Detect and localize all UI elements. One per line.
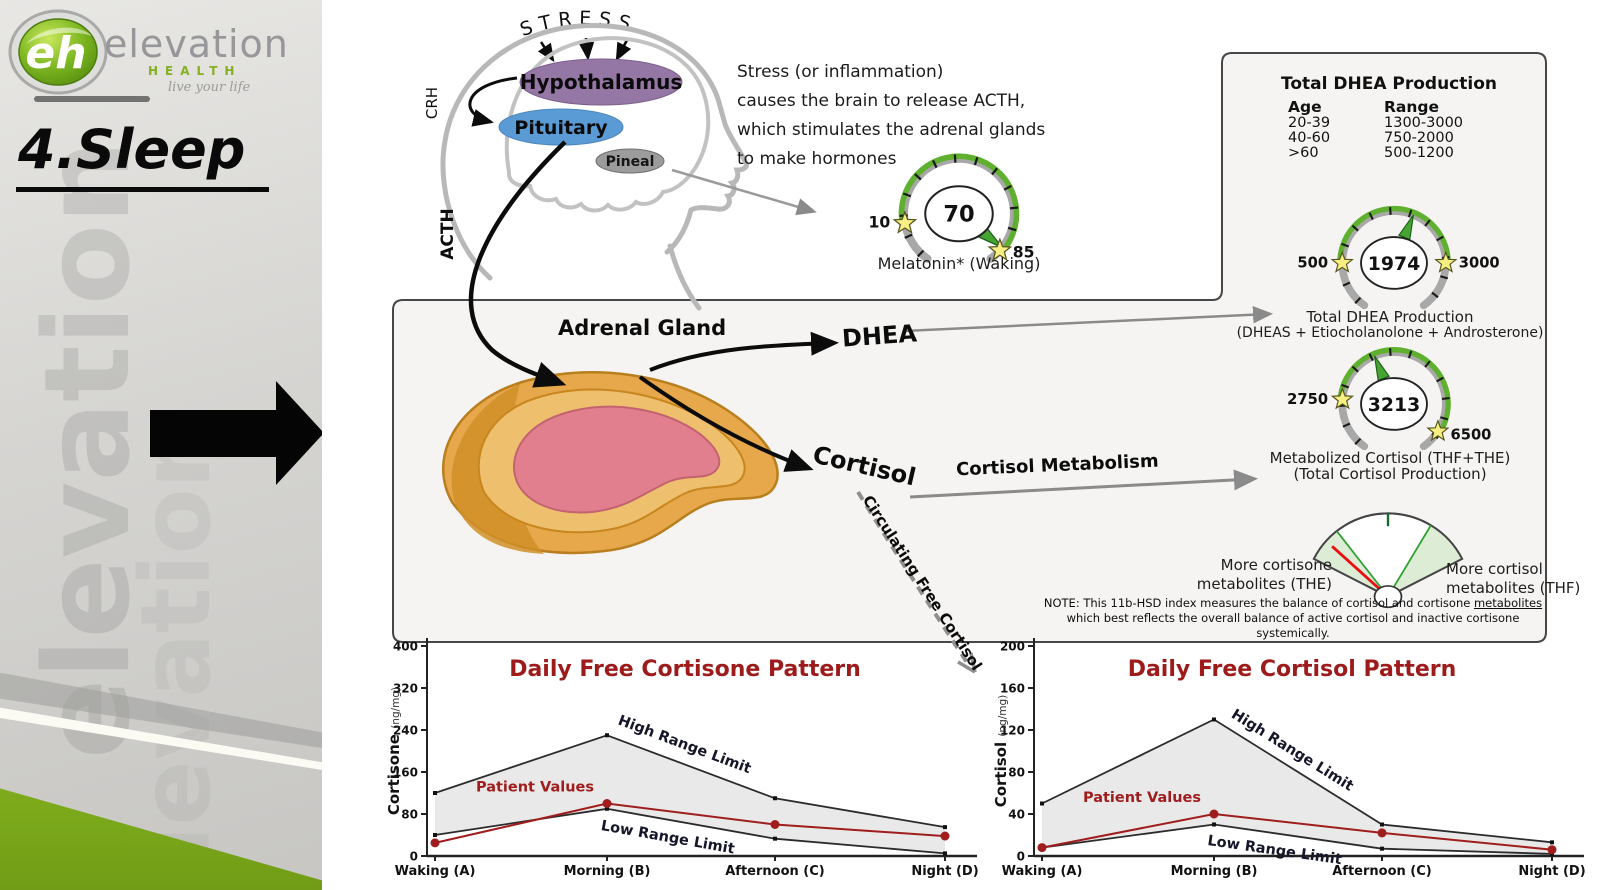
big-arrow-shaft xyxy=(150,410,277,457)
right-green-zone xyxy=(1388,525,1463,597)
table-row: 20-39 1300-3000 xyxy=(1288,115,1464,131)
svg-text:Afternoon (C): Afternoon (C) xyxy=(1332,864,1431,879)
pineal-label: Pineal xyxy=(606,154,655,170)
low-star-icon xyxy=(892,210,918,234)
svg-text:Morning (B): Morning (B) xyxy=(564,864,651,879)
hsd-left-label: More cortisone metabolites (THE) xyxy=(1196,556,1332,593)
svg-text:Afternoon (C): Afternoon (C) xyxy=(725,864,824,879)
hsd-index-gauge xyxy=(1312,512,1464,609)
melatonin-value: 70 xyxy=(943,201,974,227)
svg-text:Cortisone (ng/mg): Cortisone (ng/mg) xyxy=(385,687,403,815)
table-header: Age Range xyxy=(1288,98,1440,116)
hypothalamus-shape xyxy=(519,58,683,106)
svg-text:Cortisol (ng/mg): Cortisol (ng/mg) xyxy=(992,695,1010,808)
dhea-gauge-label-2: (DHEAS + Etiocholanolone + Androsterone) xyxy=(1236,325,1544,341)
pituitary-label: Pituitary xyxy=(514,117,608,139)
svg-text:80: 80 xyxy=(401,808,418,822)
hsd-note: NOTE: This 11b-HSD index measures the ba… xyxy=(1043,596,1543,640)
brand-tagline: live your life xyxy=(168,80,251,95)
metabolized-gauge-label-2: (Total Cortisol Production) xyxy=(1293,465,1487,483)
pineal-shape xyxy=(595,148,665,174)
svg-text:160: 160 xyxy=(393,766,418,780)
crh-label: CRH xyxy=(423,87,441,119)
svg-text:Patient Values: Patient Values xyxy=(476,780,594,796)
low-star-icon xyxy=(1330,387,1355,410)
brand-logo-icon: eh xyxy=(8,9,108,95)
metabolized-cortisol-gauge: 3213 2750 6500 xyxy=(1287,347,1491,451)
high-star-icon xyxy=(1434,250,1458,273)
dhea-high: 3000 xyxy=(1459,255,1500,272)
brand-name: elevation xyxy=(104,22,289,66)
gauge-pointer-icon xyxy=(1398,214,1415,241)
svg-text:Waking (A): Waking (A) xyxy=(395,864,476,879)
metabolized-gauge-label-1: Metabolized Cortisol (THF+THE) xyxy=(1269,449,1511,467)
gauge-pivot xyxy=(1373,585,1403,609)
adrenal-gland-illustration xyxy=(442,371,779,555)
metabolized-value: 3213 xyxy=(1368,395,1420,416)
high-star-icon xyxy=(1426,419,1450,442)
cortisol-pattern-chart: 0 40 80 120 160 200 Waking (A) Morning (B) After… xyxy=(992,638,1586,879)
svg-text:0: 0 xyxy=(410,850,418,864)
cortisone-pattern-chart: 0 80 160 240 320 400 Waking (A) Morning (B) Afte… xyxy=(385,638,979,879)
hsd-right-label: More cortisol metabolites (THF) xyxy=(1446,560,1581,597)
svg-text:120: 120 xyxy=(1000,724,1025,738)
big-arrow-icon xyxy=(276,381,322,485)
dhea-gauge-label-1: Total DHEA Production xyxy=(1306,308,1474,326)
svg-text:Morning (B): Morning (B) xyxy=(1171,864,1258,879)
stress-arrow-icon xyxy=(537,41,555,63)
svg-text:400: 400 xyxy=(393,640,418,654)
svg-text:Daily Free Cortisone Pattern: Daily Free Cortisone Pattern xyxy=(509,657,861,682)
low-star-icon xyxy=(1330,250,1354,273)
table-row: 40-60 750-2000 xyxy=(1288,130,1454,146)
metabolized-low: 2750 xyxy=(1287,391,1328,408)
dhea-low: 500 xyxy=(1297,255,1328,272)
dhea-gauge: 1974 500 3000 xyxy=(1297,205,1500,310)
right-range-line xyxy=(1387,524,1432,598)
melatonin-gauge: 70 10 85 xyxy=(869,153,1035,263)
brand-subtitle: HEALTH xyxy=(148,64,242,78)
acth-label: ACTH xyxy=(438,208,458,259)
melatonin-gauge-label: Melatonin* (Waking) xyxy=(877,254,1041,273)
svg-text:Night (D): Night (D) xyxy=(911,864,978,879)
crh-arrow-icon xyxy=(468,76,518,127)
svg-text:Patient Values: Patient Values xyxy=(1083,790,1201,806)
slide-title: 4.Sleep xyxy=(16,118,270,192)
svg-text:Night (D): Night (D) xyxy=(1518,864,1585,879)
stress-arrow-icon xyxy=(615,39,632,62)
sidebar: elevation elevation eh elevation HEALTH … xyxy=(0,0,322,890)
logo-underline xyxy=(34,96,150,102)
svg-text:eh: eh xyxy=(25,28,86,79)
dhea-range-table: Age Range 20-39 1300-3000 40-60 750-2000 >6… xyxy=(1288,98,1464,161)
dhea-panel-title: Total DHEA Production xyxy=(1281,74,1497,94)
dhea-label: DHEA xyxy=(841,319,918,353)
stress-paragraph-line: which stimulates the adrenal glands xyxy=(737,120,1046,140)
svg-text:240: 240 xyxy=(393,724,418,738)
svg-text:160: 160 xyxy=(1000,682,1025,696)
svg-text:Daily Free Cortisol Pattern: Daily Free Cortisol Pattern xyxy=(1128,657,1457,682)
brain-diagram: STRESS Hypothalamus Pituitary Pineal CRH… xyxy=(423,7,749,311)
svg-text:80: 80 xyxy=(1008,766,1025,780)
metabolized-high: 6500 xyxy=(1450,426,1491,443)
svg-text:40: 40 xyxy=(1008,808,1025,822)
gauge-pointer-icon xyxy=(1373,355,1390,382)
svg-text:200: 200 xyxy=(1000,640,1025,654)
svg-text:0: 0 xyxy=(1017,850,1025,864)
high-star-icon xyxy=(987,237,1013,262)
left-range-line xyxy=(1336,530,1389,598)
melatonin-low: 10 xyxy=(869,214,891,232)
stress-paragraph-line: causes the brain to release ACTH, xyxy=(737,91,1026,111)
adrenal-gland-label: Adrenal Gland xyxy=(558,316,727,340)
stress-paragraph-line: Stress (or inflammation) xyxy=(737,62,944,82)
stress-paragraph-line: to make hormones xyxy=(737,149,897,169)
svg-text:Waking (A): Waking (A) xyxy=(1002,864,1083,879)
table-row: >60 500-1200 xyxy=(1288,145,1454,161)
svg-text:320: 320 xyxy=(393,682,418,696)
dhea-value: 1974 xyxy=(1368,254,1420,275)
neck-outline xyxy=(667,243,702,311)
stress-paragraph: Stress (or inflammation) causes the brai… xyxy=(737,58,1045,174)
hypothalamus-label: Hypothalamus xyxy=(520,70,682,94)
melatonin-high: 85 xyxy=(1013,244,1035,262)
